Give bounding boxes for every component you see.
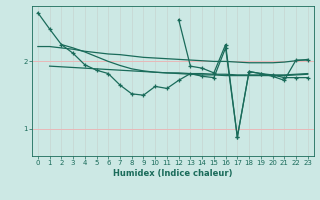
X-axis label: Humidex (Indice chaleur): Humidex (Indice chaleur) xyxy=(113,169,233,178)
